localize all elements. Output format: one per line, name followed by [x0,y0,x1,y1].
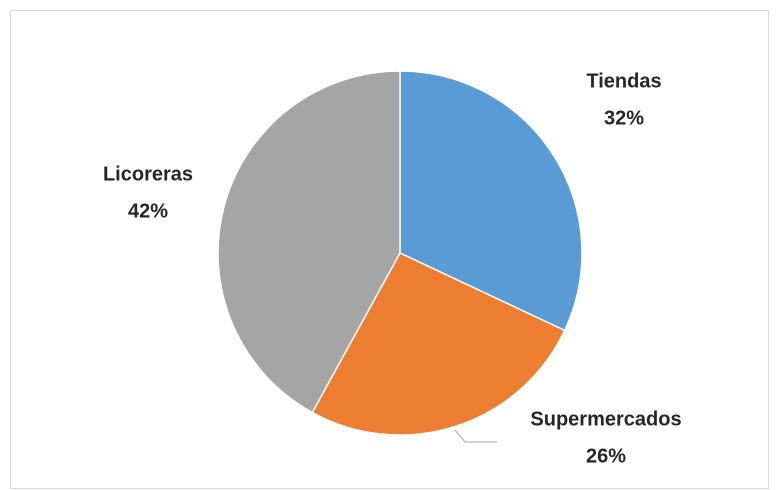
slice-label: Licoreras [103,163,193,185]
slice-value: 32% [604,107,644,129]
pie-slice [399,70,583,332]
leader-line [454,429,497,443]
slice-value: 26% [586,445,626,467]
slice-label: Supermercados [530,408,681,430]
slice-label: Tiendas [586,70,661,92]
pie-slice [217,70,401,414]
slice-value: 42% [128,200,168,222]
